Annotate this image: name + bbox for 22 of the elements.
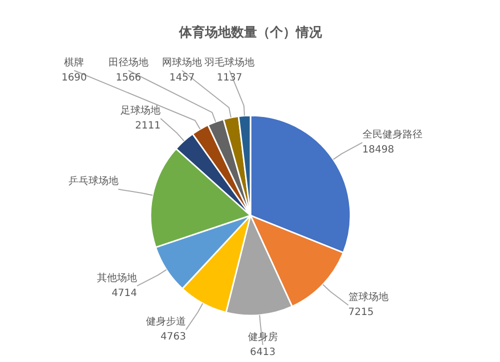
data-label: 6413 <box>250 346 276 358</box>
slice-label: 健身步道 <box>146 316 186 328</box>
data-label: 2111 <box>135 120 161 132</box>
data-label: 1690 <box>61 72 87 84</box>
data-label: 1566 <box>116 72 142 84</box>
data-label: 1457 <box>169 72 195 84</box>
slice-label: 网球场地 <box>162 56 202 68</box>
slice-label: 田径场地 <box>108 56 148 68</box>
data-label: 18498 <box>362 144 394 156</box>
slice-label: 羽毛球场地 <box>204 56 255 68</box>
data-label: 4763 <box>160 332 186 343</box>
slice-label: 健身房 <box>248 330 278 343</box>
data-label: 4714 <box>112 288 138 299</box>
data-label: 7215 <box>348 307 374 318</box>
slice-label: 全民健身路径 <box>362 128 422 141</box>
slice-label: 篮球场地 <box>348 291 388 304</box>
chart-title: 体育场地数量（个）情况 <box>178 24 323 40</box>
slice-label: 乒乓球场地 <box>68 175 118 188</box>
slice-label: 棋牌 <box>64 56 84 68</box>
slice-label: 足球场地 <box>120 104 161 116</box>
data-label: 1137 <box>216 72 242 84</box>
slice-label: 其他场地 <box>97 272 138 284</box>
